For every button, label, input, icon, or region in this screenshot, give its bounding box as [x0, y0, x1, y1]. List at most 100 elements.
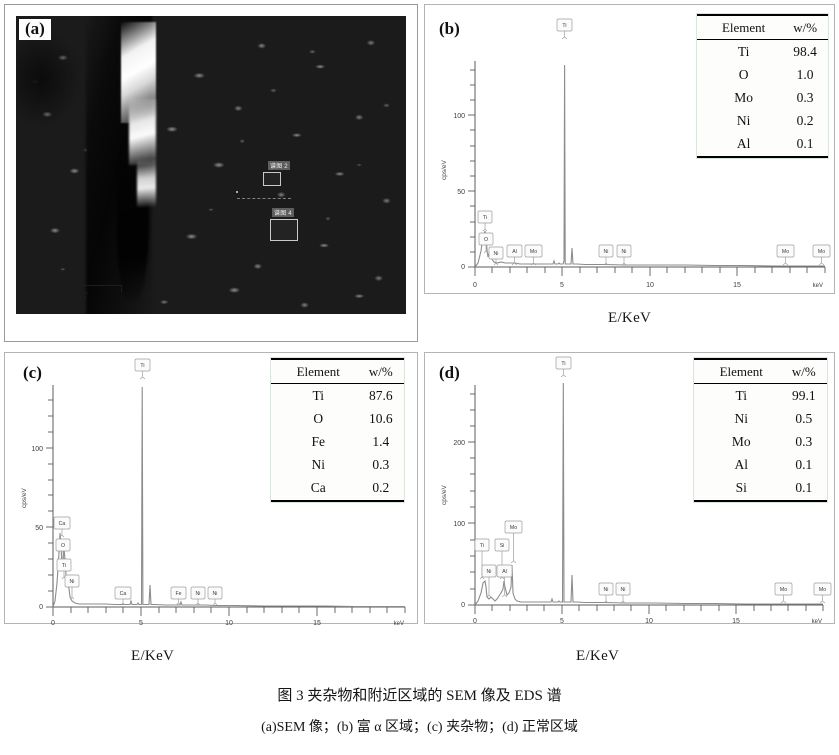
svg-text:Mo: Mo [780, 587, 787, 593]
panel-c-composition-table: Element w/% Ti 87.6 O 10.6 Fe 1.4 Ni 0 [270, 357, 405, 503]
svg-text:200: 200 [453, 440, 465, 447]
svg-text:0: 0 [473, 282, 477, 289]
cell-element: Ti [312, 387, 325, 403]
svg-text:10: 10 [645, 618, 653, 625]
peak-label-al: Al [496, 564, 513, 598]
svg-text:5: 5 [560, 282, 564, 289]
svg-text:100: 100 [453, 521, 465, 528]
svg-text:keV: keV [394, 621, 404, 625]
panel-b-tag: (b) [439, 19, 460, 38]
peak-label-ni-low: Ni [64, 574, 80, 600]
svg-text:100: 100 [453, 113, 465, 120]
table-row: Ti 99.1 [694, 384, 827, 408]
peak-label-ni-1: Ni [598, 244, 614, 266]
table-row: Ni 0.5 [694, 407, 827, 430]
svg-text:Mo: Mo [782, 249, 789, 255]
panel-b-axis-caption: E/KeV [608, 310, 652, 326]
cell-element: Si [735, 479, 747, 495]
panel-d-plot: cps/eV 0 100 200 [425, 353, 836, 625]
peak-label-mo-1: Mo [774, 582, 793, 604]
svg-text:O: O [61, 543, 65, 549]
cell-weight: 0.3 [372, 456, 390, 472]
svg-text:100: 100 [31, 446, 43, 453]
table-row: O 10.6 [271, 407, 404, 430]
peak-label-o: O [478, 232, 494, 254]
peak-label-ti-main: Ti [134, 358, 151, 380]
panel-d-eds-spectrum: (d) cps/eV 0 100 200 [424, 352, 836, 625]
panel-b-th-element: Element [697, 16, 783, 40]
svg-text:Ni: Ni [213, 591, 218, 597]
svg-text:Ti: Ti [62, 563, 66, 569]
svg-text:5: 5 [560, 618, 564, 625]
cell-element: Ni [734, 410, 749, 426]
svg-text:keV: keV [812, 619, 822, 625]
peak-label-ca-low: Ca [53, 516, 71, 538]
cell-element: Ni [736, 112, 751, 128]
table-row: Mo 0.3 [694, 430, 827, 453]
cell-weight: 0.1 [795, 456, 813, 472]
cell-weight: 99.1 [791, 387, 816, 403]
svg-text:Mo: Mo [818, 249, 825, 255]
figure-caption-main: 图 3 夹杂物和附近区域的 SEM 像及 EDS 谱 [277, 688, 562, 704]
svg-text:50: 50 [457, 189, 465, 196]
table-row: Ca 0.2 [271, 476, 404, 501]
svg-text:10: 10 [646, 282, 654, 289]
panel-c-axis-caption: E/KeV [131, 648, 175, 664]
table-row: Al 0.1 [694, 453, 827, 476]
svg-text:Fe: Fe [175, 591, 181, 597]
peak-label-ti-low: Ti [474, 538, 490, 580]
svg-text:Ti: Ti [562, 23, 566, 29]
peak-label-mo-2: Mo [813, 582, 832, 604]
svg-text:50: 50 [35, 525, 43, 532]
cell-element: Ti [735, 387, 748, 403]
table-row: Ti 87.6 [271, 384, 404, 408]
peak-label-mo-1: Mo [776, 244, 795, 266]
panel-a-tag: (a) [19, 19, 51, 40]
svg-text:0: 0 [461, 602, 465, 609]
panel-d-th-weight: w/% [780, 360, 827, 384]
peak-label-ni-low: Ni [481, 564, 497, 598]
svg-text:Ni: Ni [196, 591, 201, 597]
panel-d-th-element: Element [694, 360, 781, 384]
peak-label-al: Al [506, 244, 523, 266]
peak-label-ni-2: Ni [615, 582, 631, 604]
sem-marker-box-4 [270, 219, 298, 241]
svg-text:0: 0 [473, 618, 477, 625]
cell-weight: 0.3 [796, 89, 814, 105]
svg-text:0: 0 [39, 604, 43, 611]
cell-element: Mo [734, 89, 753, 105]
cell-weight: 87.6 [368, 387, 393, 403]
table-row: Al 0.1 [697, 132, 828, 157]
peak-label-ti-main: Ti [556, 18, 573, 40]
peak-label-ti-main: Ti [555, 356, 572, 378]
table-row: Ni 0.3 [271, 453, 404, 476]
peak-label-ni-1: Ni [598, 582, 614, 604]
svg-text:Al: Al [512, 249, 517, 255]
peak-label-mo-low: Mo [524, 244, 543, 266]
svg-text:Mo: Mo [510, 525, 517, 531]
cell-element: Al [734, 456, 749, 472]
sem-bright-inclusion-3 [136, 159, 157, 207]
panel-b-eds-spectrum: (b) cps/eV 0 50 100 [424, 4, 835, 294]
cell-weight: 0.2 [796, 112, 814, 128]
sem-marker-label-2: 谱图 2 [268, 161, 290, 170]
peak-label-fe: Fe [170, 586, 187, 606]
cell-element: O [313, 410, 324, 426]
panel-a-sem-image: 谱图 2 谱图 4 50μm (a) [4, 4, 418, 342]
cell-weight: 0.5 [795, 410, 813, 426]
panel-c-spectrum-svg: 0 50 100 0 [31, 358, 406, 625]
svg-text:Ni: Ni [487, 569, 492, 575]
cell-weight: 0.2 [372, 479, 390, 495]
panel-c-tag: (c) [23, 363, 42, 382]
svg-text:Ti: Ti [561, 361, 565, 367]
svg-text:Si: Si [500, 543, 505, 549]
svg-text:Ca: Ca [59, 521, 66, 527]
peak-label-ni-low: Ni [488, 246, 504, 266]
sem-dark-region [16, 33, 79, 124]
peak-label-si: Si [494, 538, 510, 580]
svg-text:15: 15 [732, 618, 740, 625]
cell-weight: 1.4 [372, 433, 390, 449]
peak-label-mo-2: Mo [812, 244, 831, 266]
scale-bar-label: 50μm [65, 292, 87, 302]
